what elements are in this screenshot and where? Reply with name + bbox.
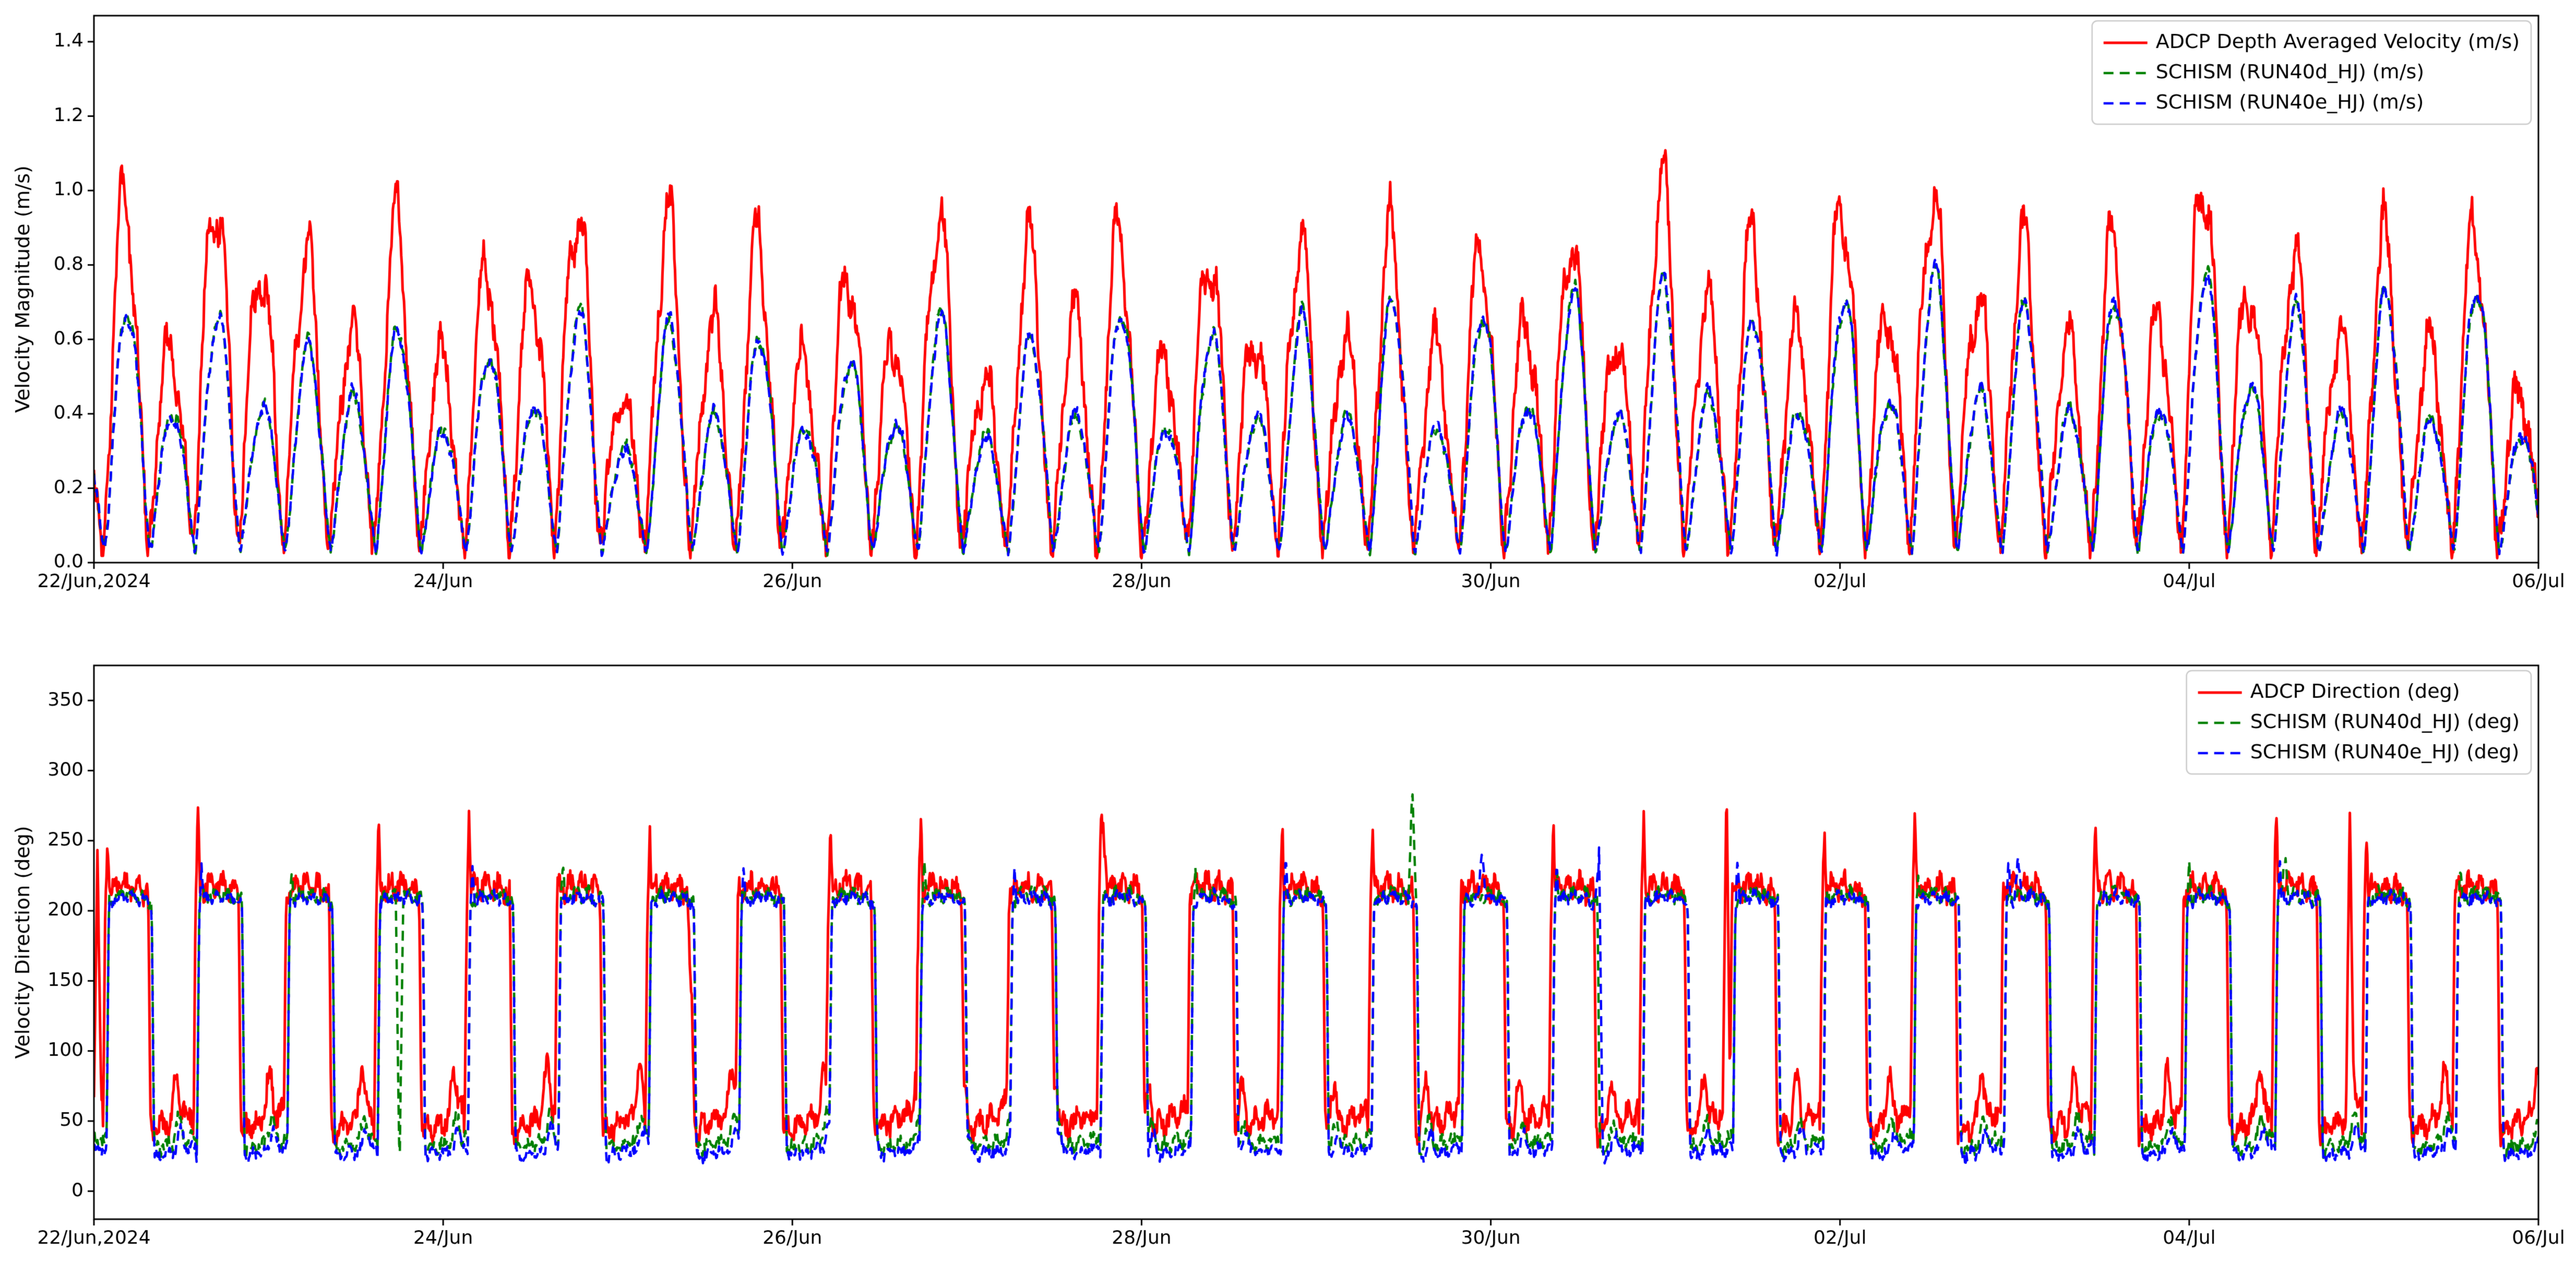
velocity-direction-chart bbox=[0, 637, 2576, 1274]
velocity-magnitude-chart bbox=[0, 0, 2576, 637]
